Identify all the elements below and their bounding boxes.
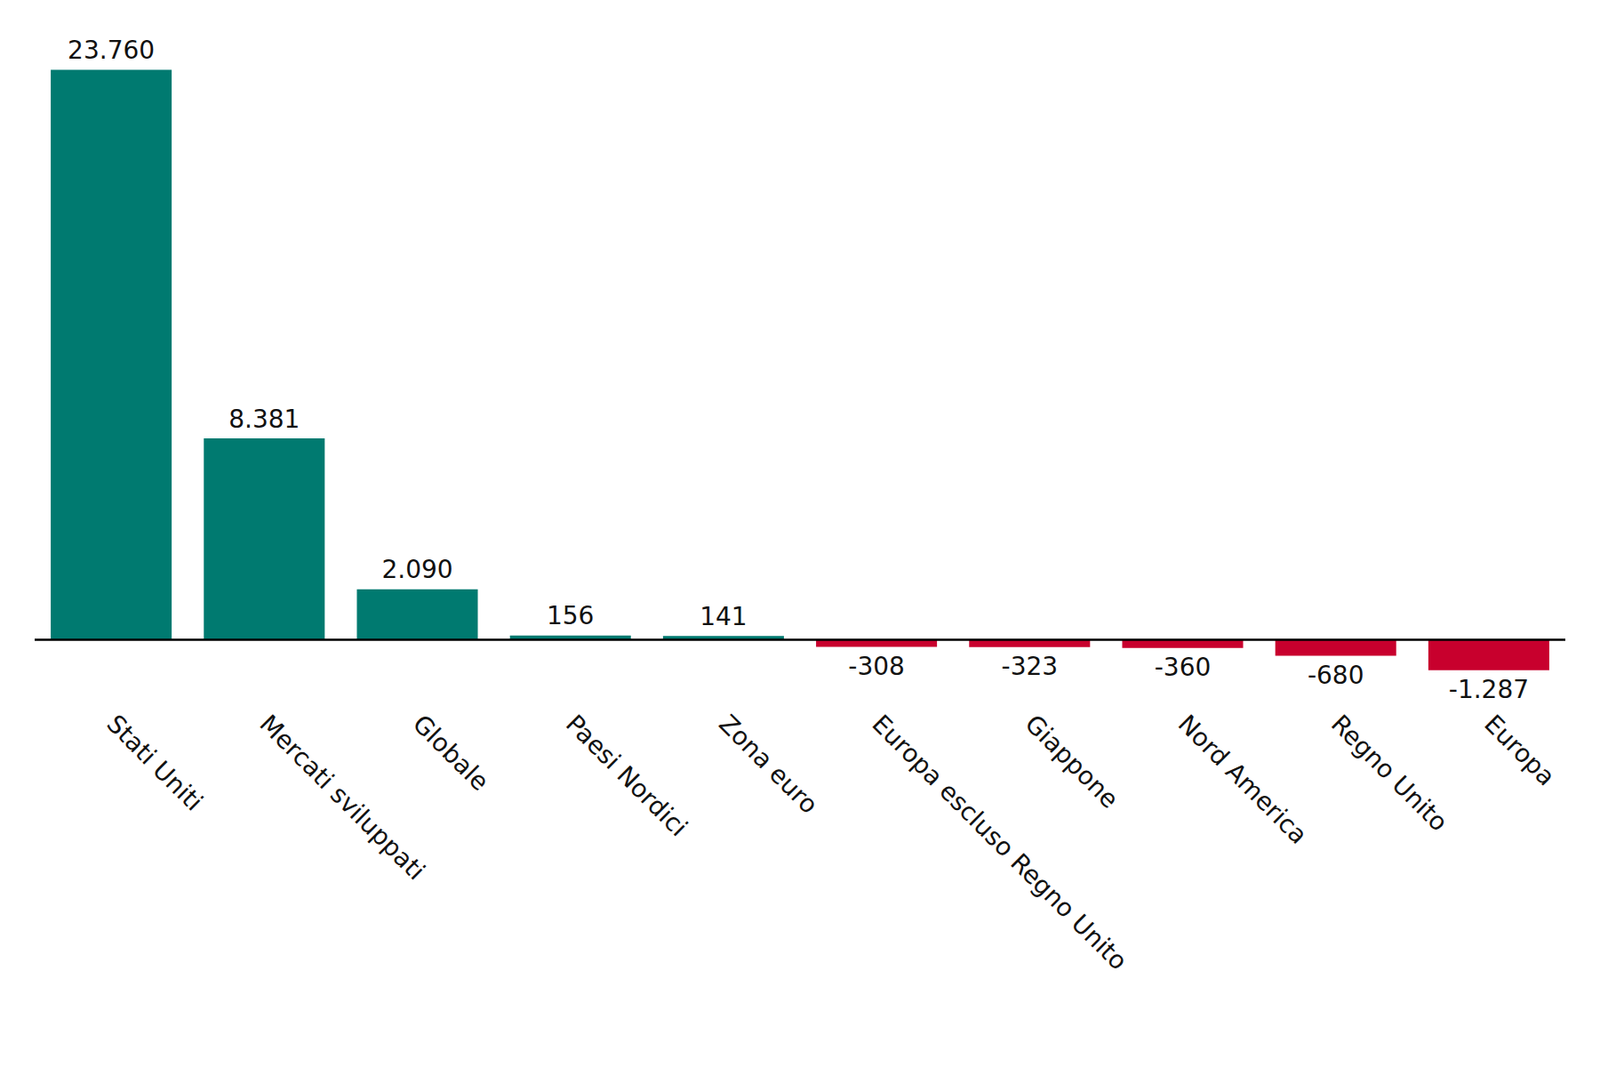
svg-text:Zona euro: Zona euro (712, 708, 824, 819)
svg-text:-323: -323 (1001, 651, 1059, 681)
svg-text:Europa escluso Regno Unito: Europa escluso Regno Unito (865, 708, 1133, 976)
svg-text:-1.287: -1.287 (1448, 674, 1529, 704)
svg-text:Paesi Nordici: Paesi Nordici (560, 708, 694, 842)
svg-text:Stati Uniti: Stati Uniti (100, 708, 208, 816)
svg-text:-360: -360 (1154, 652, 1212, 682)
svg-text:156: 156 (546, 600, 594, 631)
svg-text:Giappone: Giappone (1019, 708, 1125, 814)
svg-text:Globale: Globale (407, 708, 496, 797)
svg-text:8.381: 8.381 (228, 404, 300, 434)
svg-text:-680: -680 (1307, 660, 1365, 690)
svg-text:141: 141 (699, 601, 747, 632)
svg-text:Mercati sviluppati: Mercati sviluppati (254, 708, 432, 886)
svg-text:Europa: Europa (1478, 708, 1561, 792)
svg-text:-308: -308 (848, 651, 905, 681)
svg-text:23.760: 23.760 (67, 35, 155, 65)
svg-text:2.090: 2.090 (381, 554, 453, 584)
svg-text:Regno Unito: Regno Unito (1325, 708, 1454, 837)
svg-text:Nord America: Nord America (1172, 708, 1314, 850)
